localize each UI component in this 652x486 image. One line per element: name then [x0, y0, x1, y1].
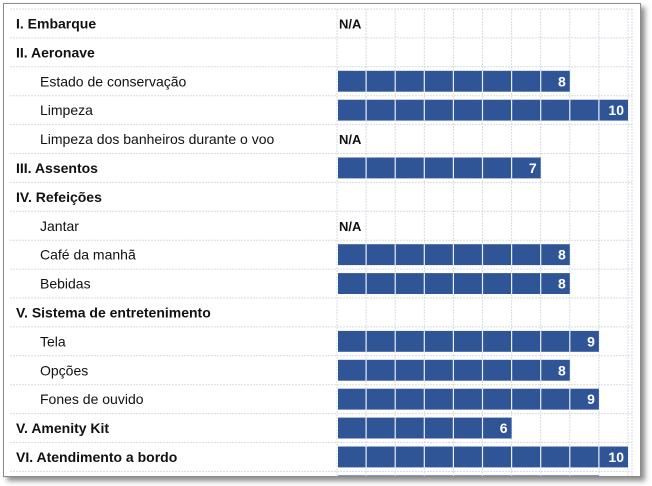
data-label: 7: [529, 160, 537, 176]
row-label-section: V. Amenity Kit: [16, 420, 109, 436]
row-label-item: Opções: [40, 362, 88, 378]
data-label: 8: [558, 276, 566, 292]
data-label: 8: [558, 362, 566, 378]
rating-chart: I. Embarque N/A II. Aeronave Estado de cons…: [10, 8, 633, 476]
bar: [338, 475, 599, 476]
row-label-section: IV. Refeições: [16, 189, 102, 205]
bar: [338, 330, 599, 352]
data-label: 9: [587, 333, 595, 349]
data-label: 8: [558, 247, 566, 263]
row-label-section: V. Sistema de entretenimento: [16, 304, 211, 320]
data-label: 10: [608, 449, 624, 465]
row-label-item: Café da manhã: [40, 247, 136, 263]
row-label-item: Bebidas: [40, 276, 91, 292]
data-label: 6: [500, 420, 508, 436]
row-label-section: III. Assentos: [16, 160, 98, 176]
na-label: N/A: [339, 219, 362, 234]
row-label-item: Limpeza dos banheiros durante o voo: [40, 131, 274, 147]
row-label-section: VI. Atendimento a bordo: [16, 449, 177, 465]
row-label-item: Fones de ouvido: [40, 391, 144, 407]
data-label: 9: [587, 391, 595, 407]
na-label: N/A: [339, 132, 362, 147]
row-label-item: Jantar: [40, 218, 79, 234]
row-label-item: Estado de conservação: [40, 73, 187, 89]
row-label-section: I. Embarque: [16, 15, 96, 31]
bar: [338, 157, 541, 179]
row-label-item: Tela: [40, 333, 66, 349]
row-label-section: II. Aeronave: [16, 44, 95, 60]
data-label: 10: [608, 102, 624, 118]
row-label-item: Limpeza: [40, 102, 93, 118]
na-label: N/A: [339, 16, 362, 31]
bar: [338, 388, 599, 410]
data-label: 8: [558, 73, 566, 89]
rating-chart-frame: I. Embarque N/A II. Aeronave Estado de cons…: [3, 3, 641, 477]
